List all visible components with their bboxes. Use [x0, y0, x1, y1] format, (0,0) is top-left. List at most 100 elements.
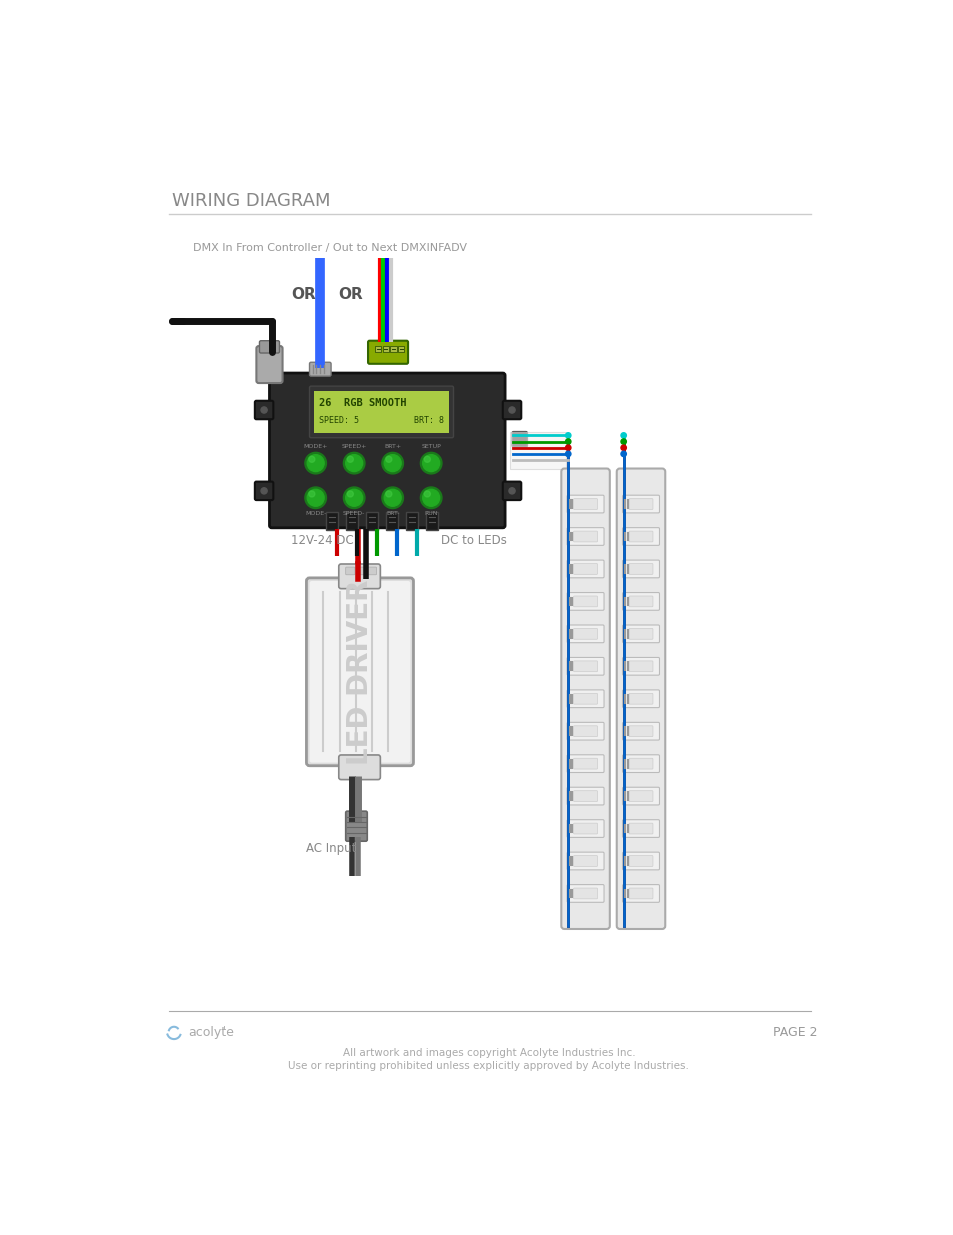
Circle shape	[385, 456, 392, 462]
FancyBboxPatch shape	[573, 531, 597, 542]
Bar	[390, 346, 396, 352]
FancyBboxPatch shape	[573, 693, 597, 704]
FancyBboxPatch shape	[622, 820, 659, 837]
FancyBboxPatch shape	[628, 563, 652, 574]
Circle shape	[620, 451, 626, 457]
FancyBboxPatch shape	[573, 499, 597, 510]
Circle shape	[307, 454, 324, 472]
Circle shape	[508, 488, 515, 494]
Circle shape	[508, 406, 515, 412]
Circle shape	[384, 454, 400, 472]
Circle shape	[347, 490, 353, 496]
FancyBboxPatch shape	[309, 387, 453, 437]
FancyBboxPatch shape	[628, 499, 652, 510]
FancyBboxPatch shape	[566, 495, 603, 513]
FancyBboxPatch shape	[566, 722, 603, 740]
Text: BRT-: BRT-	[386, 511, 399, 516]
FancyBboxPatch shape	[622, 690, 659, 708]
FancyBboxPatch shape	[628, 888, 652, 899]
FancyBboxPatch shape	[309, 362, 331, 377]
FancyBboxPatch shape	[356, 567, 365, 574]
FancyBboxPatch shape	[573, 726, 597, 736]
Text: SPEED-: SPEED-	[343, 511, 365, 516]
Circle shape	[384, 489, 400, 506]
FancyBboxPatch shape	[566, 690, 603, 708]
Text: BRT+: BRT+	[384, 445, 401, 450]
Circle shape	[309, 490, 314, 496]
FancyBboxPatch shape	[338, 564, 380, 589]
Text: LED DRIVER: LED DRIVER	[345, 579, 374, 764]
Circle shape	[424, 456, 430, 462]
FancyBboxPatch shape	[622, 527, 659, 546]
Circle shape	[385, 490, 392, 496]
Circle shape	[261, 488, 267, 494]
FancyBboxPatch shape	[622, 722, 659, 740]
FancyBboxPatch shape	[622, 657, 659, 676]
FancyBboxPatch shape	[560, 468, 609, 929]
FancyBboxPatch shape	[566, 820, 603, 837]
Circle shape	[305, 452, 326, 474]
Text: Use or reprinting prohibited unless explicitly approved by Acolyte Industries.: Use or reprinting prohibited unless expl…	[288, 1061, 689, 1071]
FancyBboxPatch shape	[566, 593, 603, 610]
FancyBboxPatch shape	[502, 401, 520, 419]
Bar	[345, 511, 357, 530]
Text: OR: OR	[292, 287, 316, 303]
FancyBboxPatch shape	[573, 790, 597, 802]
FancyBboxPatch shape	[622, 884, 659, 903]
Text: MODE-: MODE-	[305, 511, 326, 516]
FancyBboxPatch shape	[566, 527, 603, 546]
FancyBboxPatch shape	[616, 468, 664, 929]
FancyBboxPatch shape	[628, 597, 652, 606]
FancyBboxPatch shape	[338, 755, 380, 779]
Circle shape	[345, 454, 362, 472]
FancyBboxPatch shape	[512, 431, 527, 447]
FancyBboxPatch shape	[573, 824, 597, 834]
Bar	[385, 511, 397, 530]
FancyBboxPatch shape	[628, 758, 652, 769]
FancyBboxPatch shape	[566, 657, 603, 676]
Text: SETUP: SETUP	[421, 445, 440, 450]
FancyBboxPatch shape	[628, 693, 652, 704]
Text: SPEED: 5           BRT: 8: SPEED: 5 BRT: 8	[318, 415, 443, 425]
Text: All artwork and images copyright Acolyte Industries Inc.: All artwork and images copyright Acolyte…	[342, 1049, 635, 1058]
FancyBboxPatch shape	[345, 567, 355, 574]
FancyBboxPatch shape	[345, 811, 367, 841]
Text: 26  RGB SMOOTH: 26 RGB SMOOTH	[318, 398, 406, 408]
FancyBboxPatch shape	[367, 567, 376, 574]
FancyBboxPatch shape	[573, 758, 597, 769]
Bar	[405, 511, 417, 530]
Circle shape	[345, 489, 362, 506]
FancyBboxPatch shape	[254, 401, 274, 419]
FancyBboxPatch shape	[628, 790, 652, 802]
Text: ': '	[222, 1025, 226, 1035]
Text: DMX In From Controller / Out to Next DMXINFADV: DMX In From Controller / Out to Next DMX…	[193, 243, 466, 253]
FancyBboxPatch shape	[566, 625, 603, 642]
Circle shape	[261, 406, 267, 412]
FancyBboxPatch shape	[306, 578, 413, 766]
Text: acolyte: acolyte	[188, 1025, 233, 1039]
Text: SPEED+: SPEED+	[341, 445, 367, 450]
FancyBboxPatch shape	[622, 561, 659, 578]
FancyBboxPatch shape	[573, 629, 597, 640]
FancyBboxPatch shape	[573, 661, 597, 672]
FancyBboxPatch shape	[622, 593, 659, 610]
Text: 12V-24 DC: 12V-24 DC	[291, 535, 354, 547]
Text: RUN: RUN	[424, 511, 437, 516]
Bar	[425, 511, 437, 530]
Circle shape	[343, 452, 365, 474]
Circle shape	[381, 487, 403, 509]
Circle shape	[565, 451, 570, 457]
Circle shape	[565, 445, 570, 451]
FancyBboxPatch shape	[309, 580, 410, 763]
FancyBboxPatch shape	[368, 341, 408, 364]
FancyBboxPatch shape	[622, 625, 659, 642]
Bar	[375, 346, 381, 352]
Circle shape	[424, 490, 430, 496]
Bar	[365, 511, 377, 530]
Circle shape	[420, 452, 441, 474]
Circle shape	[422, 489, 439, 506]
FancyBboxPatch shape	[566, 787, 603, 805]
FancyBboxPatch shape	[269, 373, 504, 527]
Text: MODE+: MODE+	[303, 445, 328, 450]
Circle shape	[343, 487, 365, 509]
